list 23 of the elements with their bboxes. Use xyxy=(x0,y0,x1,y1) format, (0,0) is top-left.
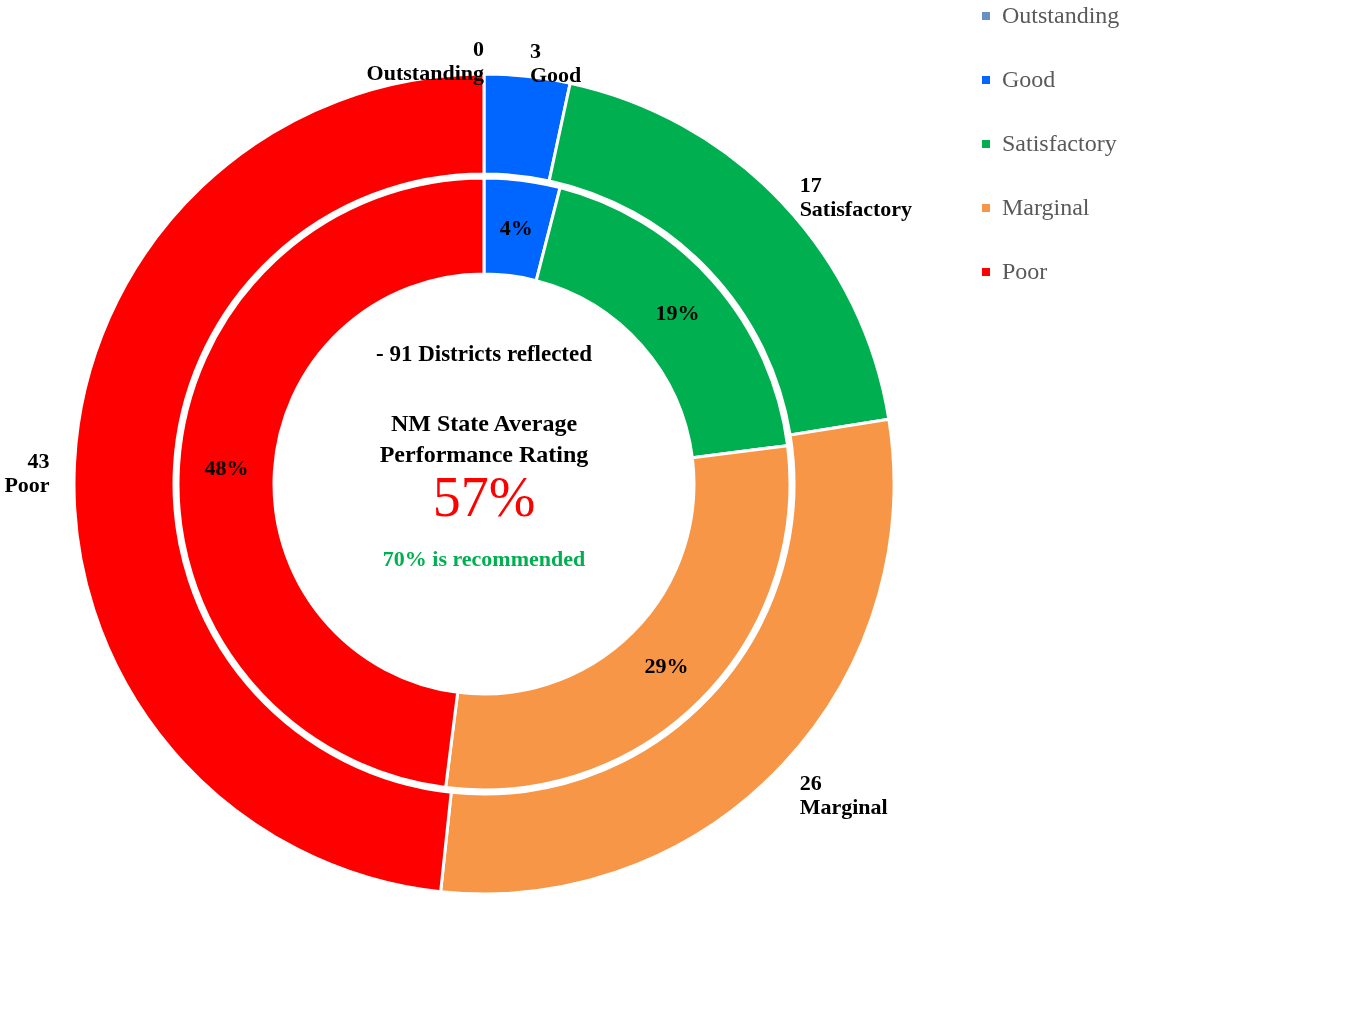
data-label: 29% xyxy=(644,653,689,679)
legend-label: Good xyxy=(1002,66,1056,92)
data-label: 48% xyxy=(204,454,249,480)
data-label: 43 xyxy=(27,447,50,473)
legend-label: Outstanding xyxy=(1002,2,1120,28)
slice-label: Satisfactory xyxy=(799,195,913,221)
legend-label: Satisfactory xyxy=(1002,130,1117,156)
data-label: 26 xyxy=(799,770,822,796)
slice-label: Poor xyxy=(4,471,50,497)
legend-label: Poor xyxy=(1002,258,1048,284)
text: 70% is recommended xyxy=(382,546,586,571)
data-label: 3 xyxy=(529,38,541,64)
category-label: Outstanding xyxy=(366,60,484,85)
slice-label: Good xyxy=(529,62,582,88)
text: 0 xyxy=(473,36,484,61)
slice-label: Marginal xyxy=(799,794,888,820)
text: NM State Average Performance Rating xyxy=(379,410,589,468)
data-label: 19% xyxy=(655,300,700,326)
data-label: 4% xyxy=(499,215,533,241)
text: - 91 Districts reflected xyxy=(375,341,593,366)
legend-label: Marginal xyxy=(1002,194,1090,220)
text: 57% xyxy=(432,466,536,528)
data-label: 17 xyxy=(799,171,822,197)
